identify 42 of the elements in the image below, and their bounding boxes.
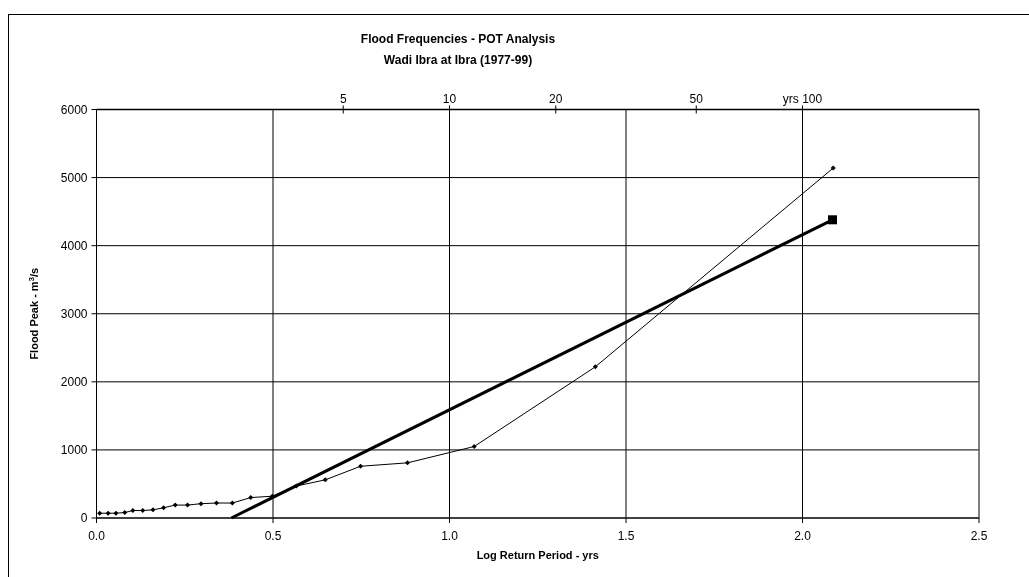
x2-tick-label: yrs 100: [782, 91, 823, 106]
point: [404, 460, 410, 466]
point: [198, 501, 204, 507]
chart-title: Flood Frequencies - POT Analysis: [360, 32, 556, 46]
x2-tick-label: 50: [689, 91, 704, 106]
point: [161, 505, 167, 511]
point: [322, 477, 328, 483]
y-tick-label: 4000: [60, 238, 88, 253]
point: [248, 495, 254, 501]
point: [140, 508, 146, 514]
x-tick-label: 2.5: [970, 529, 988, 543]
point: [150, 507, 156, 513]
chart-subtitle: Wadi Ibra at Ibra (1977-99): [383, 53, 533, 67]
y-tick-label: 3000: [60, 306, 88, 321]
point: [97, 510, 103, 516]
y-tick-label: 2000: [60, 374, 88, 389]
point: [122, 510, 128, 516]
point: [130, 508, 136, 514]
point: [185, 502, 191, 508]
y-tick-label: 5000: [60, 170, 88, 185]
point: [113, 510, 119, 516]
x-tick-label: 2.0: [794, 529, 812, 543]
point: [229, 500, 235, 506]
point: [828, 215, 838, 225]
y-tick-label: 0: [80, 511, 88, 525]
y-tick-label: 1000: [60, 442, 88, 457]
x-tick-label: 1.0: [441, 529, 459, 543]
point: [172, 502, 178, 508]
point: [358, 463, 364, 469]
point: [830, 165, 836, 171]
x2-tick-label: 10: [442, 91, 457, 106]
x-axis-title: Log Return Period - yrs: [476, 549, 599, 561]
x-tick-label: 0.0: [88, 529, 106, 543]
x2-tick-label: 20: [549, 91, 563, 106]
x-tick-label: 1.5: [617, 529, 635, 543]
point: [471, 444, 477, 450]
point: [105, 510, 111, 516]
y-tick-label: 6000: [60, 102, 88, 117]
x-tick-label: 0.5: [264, 529, 282, 543]
point: [214, 500, 220, 506]
point: [592, 364, 598, 370]
x2-tick-label: 5: [339, 91, 347, 106]
